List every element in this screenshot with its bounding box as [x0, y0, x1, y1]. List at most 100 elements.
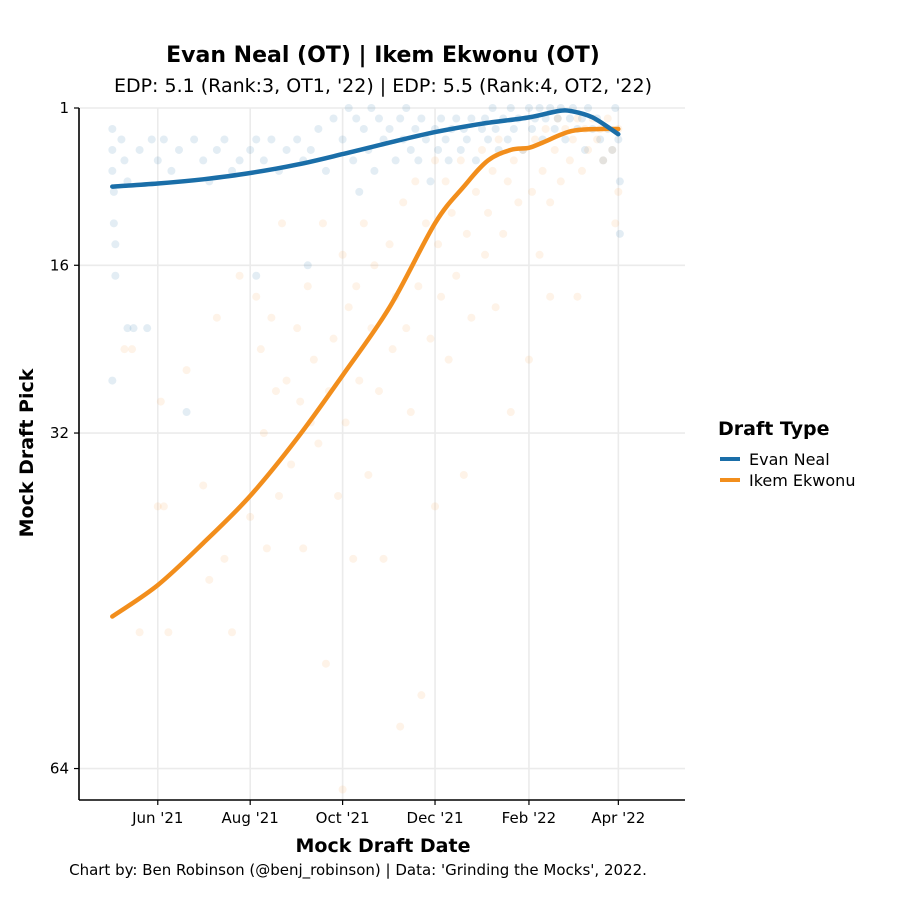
data-point [437, 114, 446, 123]
data-point [491, 124, 500, 133]
data-point [565, 156, 574, 165]
data-point [414, 156, 423, 165]
data-point [509, 124, 518, 133]
data-point [352, 282, 361, 291]
data-point [503, 177, 512, 186]
data-point [596, 135, 605, 144]
data-point [556, 177, 565, 186]
data-point [503, 135, 512, 144]
data-point [494, 135, 503, 144]
data-point [355, 376, 364, 385]
data-point [252, 292, 261, 301]
data-point [444, 355, 453, 364]
data-point [421, 219, 430, 228]
x-tick-label: Oct '21 [316, 809, 370, 827]
data-point [499, 229, 508, 238]
data-point [444, 156, 453, 165]
data-point [535, 250, 544, 259]
data-point [256, 345, 265, 354]
data-point [488, 166, 497, 175]
data-point [159, 502, 168, 511]
data-point [212, 313, 221, 322]
data-point [426, 177, 435, 186]
data-point [262, 544, 271, 553]
data-point [434, 240, 443, 249]
x-axis-title: Mock Draft Date [296, 835, 471, 857]
data-point [344, 303, 353, 312]
data-point [235, 156, 244, 165]
data-point [120, 156, 129, 165]
data-point [379, 554, 388, 563]
data-point [246, 512, 255, 521]
data-point [282, 145, 291, 154]
data-point [593, 135, 602, 144]
data-point [374, 114, 383, 123]
data-point [274, 491, 283, 500]
data-point [506, 104, 515, 112]
data-point [314, 124, 323, 133]
chart-caption: Chart by: Ben Robinson (@benj_robinson) … [69, 861, 647, 880]
data-point [182, 366, 191, 375]
data-point [108, 166, 117, 175]
data-point [287, 460, 296, 469]
chart-subtitle: EDP: 5.1 (Rank:3, OT1, '22) | EDP: 5.5 (… [114, 75, 652, 97]
data-point [321, 659, 330, 668]
data-point [349, 554, 358, 563]
data-point [385, 124, 394, 133]
data-point [414, 282, 423, 291]
data-point [321, 166, 330, 175]
data-point [246, 145, 255, 154]
data-point [349, 156, 358, 165]
data-point [561, 135, 570, 144]
y-tick-label: 1 [59, 99, 69, 117]
data-point [370, 166, 379, 175]
data-point [614, 187, 623, 196]
data-point [108, 145, 117, 154]
data-point [514, 198, 523, 207]
data-point [338, 135, 347, 144]
data-point [553, 114, 562, 123]
data-point [252, 135, 261, 144]
data-point [167, 166, 176, 175]
y-tick-label: 64 [50, 760, 69, 778]
y-tick-label: 32 [50, 424, 69, 442]
x-tick-label: Feb '22 [502, 809, 557, 827]
data-point [252, 271, 261, 280]
data-point [402, 104, 411, 112]
data-point [108, 376, 117, 385]
data-point [135, 145, 144, 154]
data-point [615, 177, 624, 186]
data-point [220, 554, 229, 563]
data-point [135, 628, 144, 637]
data-point [147, 135, 156, 144]
data-point [611, 104, 620, 112]
data-point [467, 114, 476, 123]
data-point [456, 145, 465, 154]
grid [79, 107, 685, 800]
data-point [431, 502, 440, 511]
data-point [396, 114, 405, 123]
data-point [374, 387, 383, 396]
data-point [471, 187, 480, 196]
data-point [329, 334, 338, 343]
data-point [399, 198, 408, 207]
data-point [355, 187, 364, 196]
data-point [334, 491, 343, 500]
data-point [441, 177, 450, 186]
y-axis-title: Mock Draft Pick [16, 368, 38, 537]
data-point [156, 397, 165, 406]
x-tick-label: Apr '22 [591, 809, 645, 827]
data-point [599, 156, 608, 165]
data-point [309, 355, 318, 364]
trend-line-ikem-ekwonu [110, 126, 621, 619]
data-point [388, 345, 397, 354]
data-point [481, 114, 490, 123]
data-point [329, 114, 338, 123]
data-point [259, 429, 268, 438]
x-tick-label: Dec '21 [407, 809, 464, 827]
data-point [524, 104, 533, 112]
chart-title: Evan Neal (OT) | Ikem Ekwonu (OT) [166, 43, 600, 68]
trend-line-evan-neal [110, 108, 621, 189]
data-point [111, 240, 120, 249]
data-point [159, 135, 168, 144]
